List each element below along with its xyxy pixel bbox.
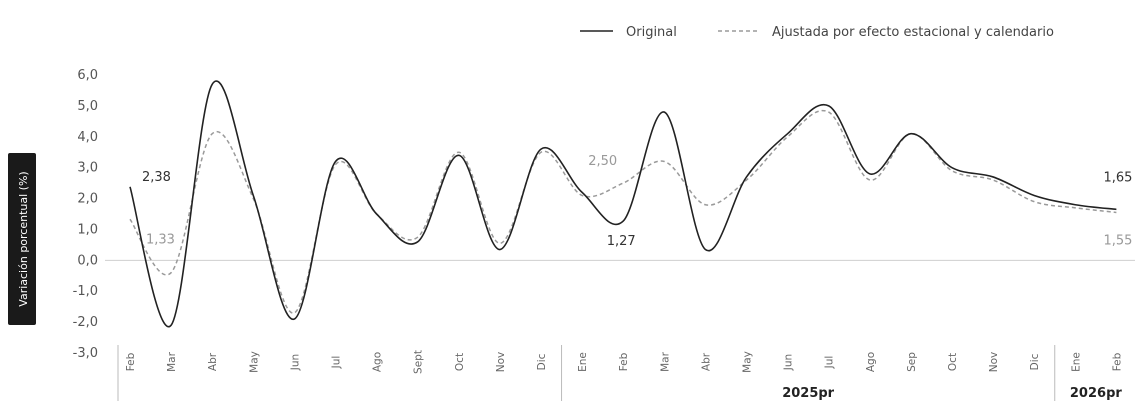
- x-tick-label: Abr: [700, 352, 712, 371]
- series-lines: [129, 80, 1117, 328]
- legend-label-original: Original: [626, 25, 677, 40]
- y-axis-title: Variación porcentual (%): [17, 171, 30, 306]
- chart-legend: Original Ajustada por efecto estacional …: [580, 25, 1054, 40]
- data-label: 1,33: [146, 232, 175, 247]
- x-tick-label: Mar: [659, 351, 671, 371]
- x-tick-label: Dic: [536, 353, 548, 370]
- data-label: 1,27: [607, 234, 636, 249]
- x-tick-label: Mar: [166, 351, 178, 371]
- x-tick-label: May: [248, 351, 260, 373]
- data-label: 1,55: [1103, 233, 1132, 248]
- legend-label-adjusted: Ajustada por efecto estacional y calenda…: [772, 25, 1054, 40]
- series-line-adjusted: [129, 109, 1117, 314]
- x-tick-label: Abr: [207, 352, 219, 371]
- y-axis-label: Variación porcentual (%): [8, 153, 36, 325]
- y-tick-label: 3,0: [77, 161, 98, 176]
- y-tick-label: 0,0: [77, 253, 98, 268]
- x-tick-label: Feb: [1111, 352, 1123, 371]
- x-tick-label: Jun: [289, 354, 301, 371]
- x-tick-label: Feb: [618, 352, 630, 371]
- x-tick-label: Oct: [947, 353, 959, 371]
- y-tick-label: -2,0: [73, 315, 98, 330]
- x-tick-label: Sep: [906, 352, 918, 372]
- y-tick-label: 5,0: [77, 99, 98, 114]
- data-label: 2,38: [142, 170, 171, 185]
- y-tick-label: 1,0: [77, 222, 98, 237]
- y-tick-label: -1,0: [73, 284, 98, 299]
- data-label: 1,65: [1103, 170, 1132, 185]
- x-tick-label: Ago: [372, 352, 384, 372]
- x-tick-label: Oct: [454, 353, 466, 371]
- x-tick-label: Sept: [413, 350, 425, 374]
- data-labels: 2,38 1,33 2,50 1,27 1,65 1,55: [142, 154, 1132, 249]
- x-axis: Feb Mar Abr May Jun Jul Ago Sept Oct Nov Dic Ene Feb…: [117, 345, 1123, 401]
- y-tick-label: -3,0: [73, 346, 98, 361]
- year-label: 2025pr: [782, 386, 834, 401]
- x-tick-label: Ene: [577, 352, 589, 372]
- y-tick-label: 2,0: [77, 192, 98, 207]
- x-tick-label: Dic: [1029, 353, 1041, 370]
- series-line-original: [129, 80, 1117, 328]
- y-tick-label: 4,0: [77, 130, 98, 145]
- x-tick-label: Jul: [824, 356, 836, 370]
- x-tick-label: Ago: [865, 352, 877, 372]
- x-tick-label: Jun: [783, 354, 795, 371]
- x-tick-label: Nov: [988, 352, 1000, 373]
- y-axis: 6,0 5,0 4,0 3,0 2,0 1,0 0,0 -1,0 -2,0 -3,0: [73, 68, 98, 361]
- x-tick-label: May: [742, 351, 754, 373]
- x-tick-label: Jul: [331, 356, 343, 370]
- x-tick-label: Ene: [1070, 352, 1082, 372]
- x-tick-label: Feb: [125, 352, 137, 371]
- x-tick-label: Nov: [495, 352, 507, 373]
- data-label: 2,50: [588, 154, 617, 169]
- y-tick-label: 6,0: [77, 68, 98, 83]
- year-label: 2026pr: [1070, 386, 1122, 401]
